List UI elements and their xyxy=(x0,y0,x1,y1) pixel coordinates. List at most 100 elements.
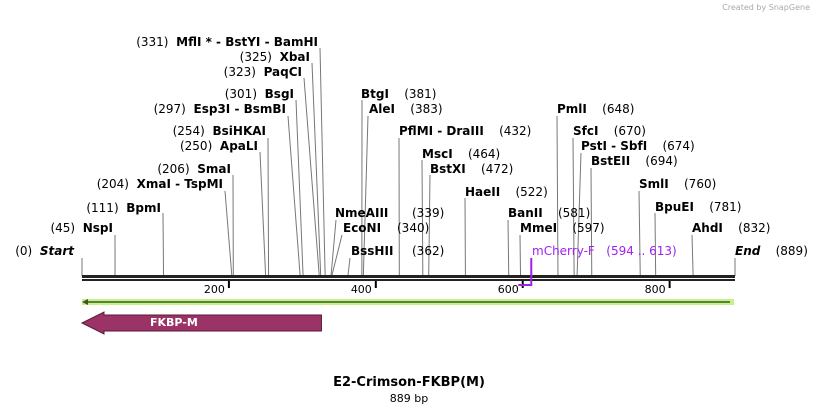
ruler-label: 800 xyxy=(644,283,666,296)
enzyme-site-label[interactable]: HaeII (522) xyxy=(465,185,548,199)
enzyme-name: NmeAIII xyxy=(335,206,389,220)
enzyme-name: NspI xyxy=(82,221,113,235)
enzyme-site-label[interactable]: (204) XmaI - TspMI xyxy=(97,177,223,191)
enzyme-name: End xyxy=(735,244,761,258)
enzyme-name: PflMI - DraIII xyxy=(399,124,484,138)
enzyme-site-label[interactable]: SmlI (760) xyxy=(639,177,716,191)
cut-site-line xyxy=(362,115,369,277)
enzyme-site-label[interactable]: (297) Esp3I - BsmBI xyxy=(154,102,286,116)
enzyme-position: (323) xyxy=(223,65,256,79)
enzyme-position: (760) xyxy=(684,177,717,191)
enzyme-site-label[interactable]: BtgI (381) xyxy=(361,87,436,101)
enzyme-position: (674) xyxy=(662,139,695,153)
backbone-bottom-strand xyxy=(82,279,735,281)
enzyme-site-label[interactable]: AleI (383) xyxy=(369,102,443,116)
map-title: E2-Crimson-FKBP(M) xyxy=(333,375,485,390)
enzyme-name: MmeI xyxy=(520,221,558,235)
ruler-label: 200 xyxy=(203,283,225,296)
enzyme-position: (472) xyxy=(481,162,514,176)
enzyme-site-label[interactable]: BssHII xyxy=(351,244,393,258)
enzyme-site-label[interactable]: End (889) xyxy=(735,244,808,258)
enzyme-site-label[interactable]: BanII (581) xyxy=(508,206,590,220)
cut-site-line xyxy=(311,62,322,277)
enzyme-position: (301) xyxy=(224,87,258,101)
enzyme-site-label[interactable]: BstEII (694) xyxy=(591,154,678,168)
enzyme-name: BsgI xyxy=(264,87,294,101)
enzyme-name: PaqCI xyxy=(263,65,302,79)
cut-site-line xyxy=(572,137,575,277)
enzyme-site-label[interactable]: (331) MflI * - BstYI - BamHI xyxy=(136,35,318,49)
cut-site-line xyxy=(162,212,165,277)
cut-site-line xyxy=(421,159,424,277)
enzyme-name: PmlI xyxy=(557,102,587,116)
cut-site-line xyxy=(224,190,233,277)
enzyme-site-label[interactable]: NmeAIII xyxy=(335,206,388,220)
enzyme-site-label[interactable]: PflMI - DraIII (432) xyxy=(399,124,531,138)
cut-site-line xyxy=(654,212,657,277)
enzyme-site-label[interactable]: MscI (464) xyxy=(422,147,500,161)
enzyme-position: (111) xyxy=(86,201,119,215)
primer-label[interactable]: mCherry-F (594 .. 613) xyxy=(532,244,677,258)
enzyme-position: (204) xyxy=(96,177,129,191)
enzyme-site-label[interactable]: (0) Start xyxy=(15,244,74,258)
enzyme-site-label[interactable]: (325) XbaI xyxy=(240,50,310,64)
enzyme-site-label[interactable]: (254) BsiHKAI xyxy=(173,124,266,138)
enzyme-site-label[interactable]: SfcI (670) xyxy=(573,124,646,138)
enzyme-name: XbaI xyxy=(279,50,310,64)
enzyme-position: (381) xyxy=(404,87,437,101)
cut-site-line xyxy=(638,190,641,277)
enzyme-site-label[interactable]: BpuEI (781) xyxy=(655,200,742,214)
enzyme-position: (889) xyxy=(775,244,808,258)
enzyme-site-label[interactable]: (45) NspI xyxy=(50,221,113,235)
enzyme-name: Start xyxy=(39,244,74,258)
enzyme-name: Esp3I - BsmBI xyxy=(193,102,286,116)
enzyme-site-label[interactable]: (250) ApaLI xyxy=(180,139,258,153)
enzyme-name: MflI * - BstYI - BamHI xyxy=(176,35,318,49)
enzyme-position: (340) xyxy=(397,221,430,235)
cut-site-line xyxy=(295,99,304,277)
enzyme-position: (362) xyxy=(412,244,445,258)
enzyme-name: BstEII xyxy=(591,154,631,168)
cut-site-line xyxy=(590,167,593,277)
enzyme-position: (597) xyxy=(572,221,605,235)
backbone-top-strand xyxy=(82,275,735,278)
enzyme-position: (254) xyxy=(172,124,205,138)
enzyme-position: (206) xyxy=(157,162,190,176)
ruler-label: 400 xyxy=(350,283,372,296)
enzyme-position: (581) xyxy=(557,206,591,220)
enzyme-name: AhdI xyxy=(692,221,723,235)
enzyme-name: SmlI xyxy=(639,177,669,191)
enzyme-site-label[interactable]: BstXI (472) xyxy=(430,162,513,176)
enzyme-site-label[interactable]: MmeI (597) xyxy=(520,221,605,235)
enzyme-name: SfcI xyxy=(573,124,599,138)
enzyme-site-label[interactable]: (111) BpmI xyxy=(86,201,161,215)
enzyme-position: (45) xyxy=(50,221,76,235)
enzyme-name: XmaI - TspMI xyxy=(136,177,223,191)
enzyme-name: ApaLI xyxy=(219,139,258,153)
enzyme-position: (781) xyxy=(709,200,742,214)
enzyme-site-label[interactable]: EcoNI xyxy=(343,221,381,235)
enzyme-position: (432) xyxy=(499,124,532,138)
primer-arrow xyxy=(518,258,533,286)
enzyme-site-label[interactable]: PstI - SbfI (674) xyxy=(581,139,695,153)
enzyme-name: MscI xyxy=(422,147,453,161)
enzyme-position: (250) xyxy=(179,139,213,153)
enzyme-site-label[interactable]: (301) BsgI xyxy=(225,87,294,101)
cut-site-line xyxy=(259,151,267,277)
fragment-arrowhead xyxy=(82,299,88,305)
enzyme-site-label[interactable]: (323) PaqCI xyxy=(224,65,302,79)
feature-label: FKBP-M xyxy=(150,316,198,329)
enzyme-position: (339) xyxy=(412,206,445,220)
cut-site-line xyxy=(287,115,301,277)
enzyme-site-label[interactable]: PmlI (648) xyxy=(557,102,634,116)
enzyme-name: BpuEI xyxy=(655,200,694,214)
enzyme-site-label[interactable]: (206) SmaI xyxy=(157,162,231,176)
enzyme-position: (832) xyxy=(738,221,771,235)
cut-site-line xyxy=(267,137,270,277)
enzyme-position: (648) xyxy=(602,102,635,116)
enzyme-site-label[interactable]: AhdI (832) xyxy=(692,221,770,235)
enzyme-position: (383) xyxy=(410,102,443,116)
cut-site-line xyxy=(519,234,522,277)
snapgene-credit: Created by SnapGene xyxy=(722,3,810,12)
